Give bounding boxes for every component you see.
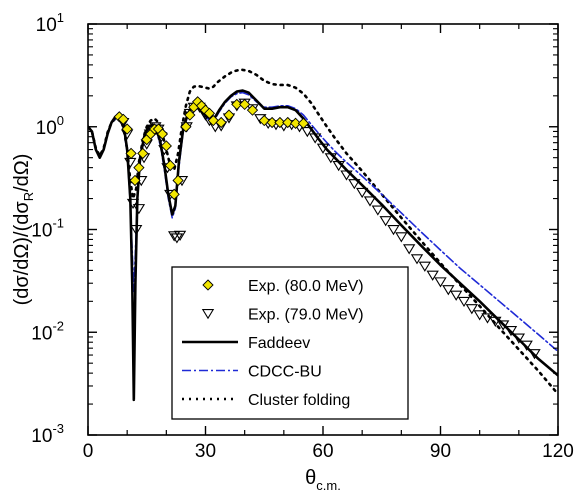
data-point-exp-79-0-mev: [473, 310, 486, 321]
data-point-exp-79-0-mev: [520, 340, 533, 351]
data-point-exp-79-0-mev: [355, 187, 369, 199]
data-point-exp-79-0-mev: [528, 349, 541, 360]
data-point-exp-80-0-mev: [266, 116, 278, 129]
data-point-exp-79-0-mev: [129, 225, 143, 236]
legend-label-cdcc-bu: CDCC-BU: [248, 364, 322, 381]
x-tick-label: 90: [430, 441, 451, 462]
x-tick-label: 0: [83, 441, 94, 462]
data-point-exp-79-0-mev: [410, 254, 424, 265]
data-point-exp-79-0-mev: [340, 170, 353, 181]
data-point-exp-80-0-mev: [258, 114, 270, 127]
y-tick-label: 101: [36, 10, 64, 36]
data-point-exp-79-0-mev: [504, 326, 518, 337]
data-point-exp-79-0-mev: [173, 230, 187, 241]
data-point-exp-79-0-mev: [496, 320, 510, 331]
data-point-exp-80-0-mev: [223, 109, 235, 121]
data-point-exp-79-0-mev: [124, 157, 137, 169]
legend-label-exp-79-0-mev: Exp. (79.0 MeV): [248, 307, 364, 324]
data-point-exp-80-0-mev: [246, 104, 259, 116]
y-tick-label: 100: [36, 113, 64, 139]
data-point-exp-79-0-mev: [379, 216, 392, 227]
data-point-exp-79-0-mev: [395, 232, 408, 243]
data-point-exp-79-0-mev: [301, 127, 314, 138]
y-tick-label: 10-1: [31, 216, 64, 242]
data-point-exp-80-0-mev: [239, 98, 251, 111]
legend-label-cluster-folding: Cluster folding: [248, 392, 350, 409]
x-tick-label: 30: [195, 441, 216, 462]
data-point-exp-80-0-mev: [203, 107, 216, 119]
data-point-exp-80-0-mev: [125, 147, 137, 160]
data-point-exp-80-0-mev: [160, 140, 172, 152]
data-point-exp-79-0-mev: [418, 261, 432, 272]
data-point-exp-80-0-mev: [231, 98, 243, 111]
data-point-exp-79-0-mev: [465, 304, 479, 315]
data-point-exp-79-0-mev: [348, 179, 361, 190]
x-tick-label: 60: [312, 441, 333, 462]
data-point-exp-80-0-mev: [117, 113, 129, 126]
data-point-exp-79-0-mev: [457, 296, 471, 308]
legend-label-faddeev: Faddeev: [248, 335, 310, 352]
data-point-exp-79-0-mev: [332, 161, 345, 172]
data-point-exp-80-0-mev: [121, 123, 133, 135]
data-point-exp-79-0-mev: [132, 204, 146, 215]
data-point-exp-79-0-mev: [426, 270, 439, 281]
data-point-exp-80-0-mev: [129, 174, 141, 187]
data-point-exp-79-0-mev: [167, 231, 181, 242]
data-point-exp-79-0-mev: [387, 225, 400, 236]
data-point-exp-80-0-mev: [168, 188, 180, 200]
x-axis-title-main: θ: [305, 467, 316, 489]
data-point-exp-80-0-mev: [137, 147, 149, 160]
data-point-exp-79-0-mev: [308, 133, 322, 144]
data-point-exp-80-0-mev: [156, 128, 169, 140]
data-point-exp-80-0-mev: [133, 162, 145, 174]
y-tick-label: 10-2: [31, 318, 64, 344]
data-point-exp-79-0-mev: [449, 290, 463, 301]
data-point-exp-80-0-mev: [180, 121, 192, 133]
data-point-exp-79-0-mev: [512, 333, 526, 344]
legend-marker-exp-80-0-mev: [202, 279, 214, 291]
data-point-exp-80-0-mev: [289, 117, 302, 129]
data-point-exp-80-0-mev: [207, 114, 219, 127]
y-axis-title-part2: /dΩ): [11, 154, 33, 192]
legend-marker-exp-79-0-mev: [201, 309, 215, 320]
series-points-exp-80-0-mev: [113, 96, 310, 200]
y-axis-title: (dσ/dΩ)/(dσR/dΩ): [11, 154, 36, 306]
legend-label-exp-80-0-mev: Exp. (80.0 MeV): [248, 278, 364, 295]
data-point-exp-80-0-mev: [274, 116, 286, 129]
y-axis-title-sub: R: [21, 192, 36, 201]
data-point-exp-80-0-mev: [282, 116, 294, 129]
x-axis-title: θc.m.: [305, 467, 341, 493]
data-point-exp-79-0-mev: [402, 244, 416, 255]
data-point-exp-79-0-mev: [363, 196, 377, 207]
data-point-exp-79-0-mev: [316, 143, 330, 154]
series-layer: [88, 68, 558, 402]
data-point-exp-80-0-mev: [215, 116, 227, 129]
data-point-exp-79-0-mev: [324, 153, 338, 164]
y-axis-title-part1: (dσ/dΩ)/(dσ: [11, 201, 33, 306]
data-point-exp-80-0-mev: [172, 174, 184, 187]
data-point-exp-79-0-mev: [434, 277, 447, 288]
data-point-exp-80-0-mev: [297, 117, 310, 129]
data-point-exp-80-0-mev: [164, 159, 176, 172]
data-point-exp-79-0-mev: [371, 205, 385, 216]
ticks-layer: 0 30 60 90 120 10-3 10-2 10-1 100 101: [31, 10, 574, 462]
data-point-exp-79-0-mev: [442, 285, 455, 296]
x-axis-title-sub: c.m.: [316, 478, 341, 493]
x-tick-label: 120: [542, 441, 574, 462]
data-point-exp-80-0-mev: [184, 109, 196, 121]
data-point-exp-79-0-mev: [126, 198, 140, 210]
y-tick-label: 10-3: [31, 421, 64, 447]
legend: Exp. (80.0 MeV) Exp. (79.0 MeV) Faddeev CDC…: [171, 266, 409, 420]
